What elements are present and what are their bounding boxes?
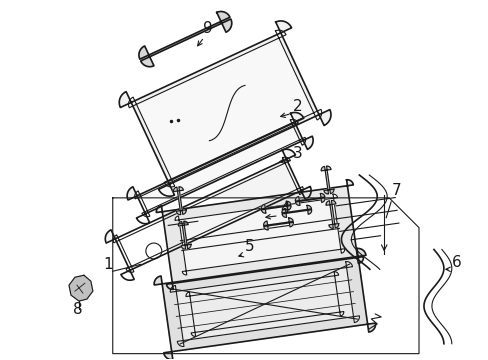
Polygon shape	[325, 201, 338, 228]
Polygon shape	[105, 149, 310, 280]
Polygon shape	[261, 201, 290, 213]
Polygon shape	[154, 248, 375, 360]
Polygon shape	[128, 30, 321, 187]
Polygon shape	[175, 194, 344, 275]
Polygon shape	[173, 187, 186, 215]
Polygon shape	[139, 12, 231, 67]
Text: 1: 1	[103, 257, 113, 272]
Polygon shape	[170, 262, 359, 346]
Polygon shape	[113, 198, 418, 354]
Polygon shape	[156, 180, 363, 289]
Text: 2: 2	[292, 99, 302, 113]
Polygon shape	[178, 221, 191, 249]
Text: 6: 6	[451, 255, 461, 270]
Polygon shape	[119, 21, 330, 196]
Polygon shape	[295, 193, 325, 206]
Polygon shape	[134, 120, 305, 217]
Text: 3: 3	[292, 146, 302, 161]
Polygon shape	[321, 166, 333, 194]
Polygon shape	[282, 206, 311, 217]
Text: 4: 4	[279, 201, 289, 216]
Text: 9: 9	[203, 21, 213, 36]
Text: 8: 8	[73, 302, 82, 317]
Text: 5: 5	[244, 239, 254, 255]
Text: 7: 7	[391, 183, 401, 198]
Polygon shape	[69, 275, 93, 301]
Polygon shape	[263, 218, 293, 230]
Polygon shape	[127, 112, 312, 224]
